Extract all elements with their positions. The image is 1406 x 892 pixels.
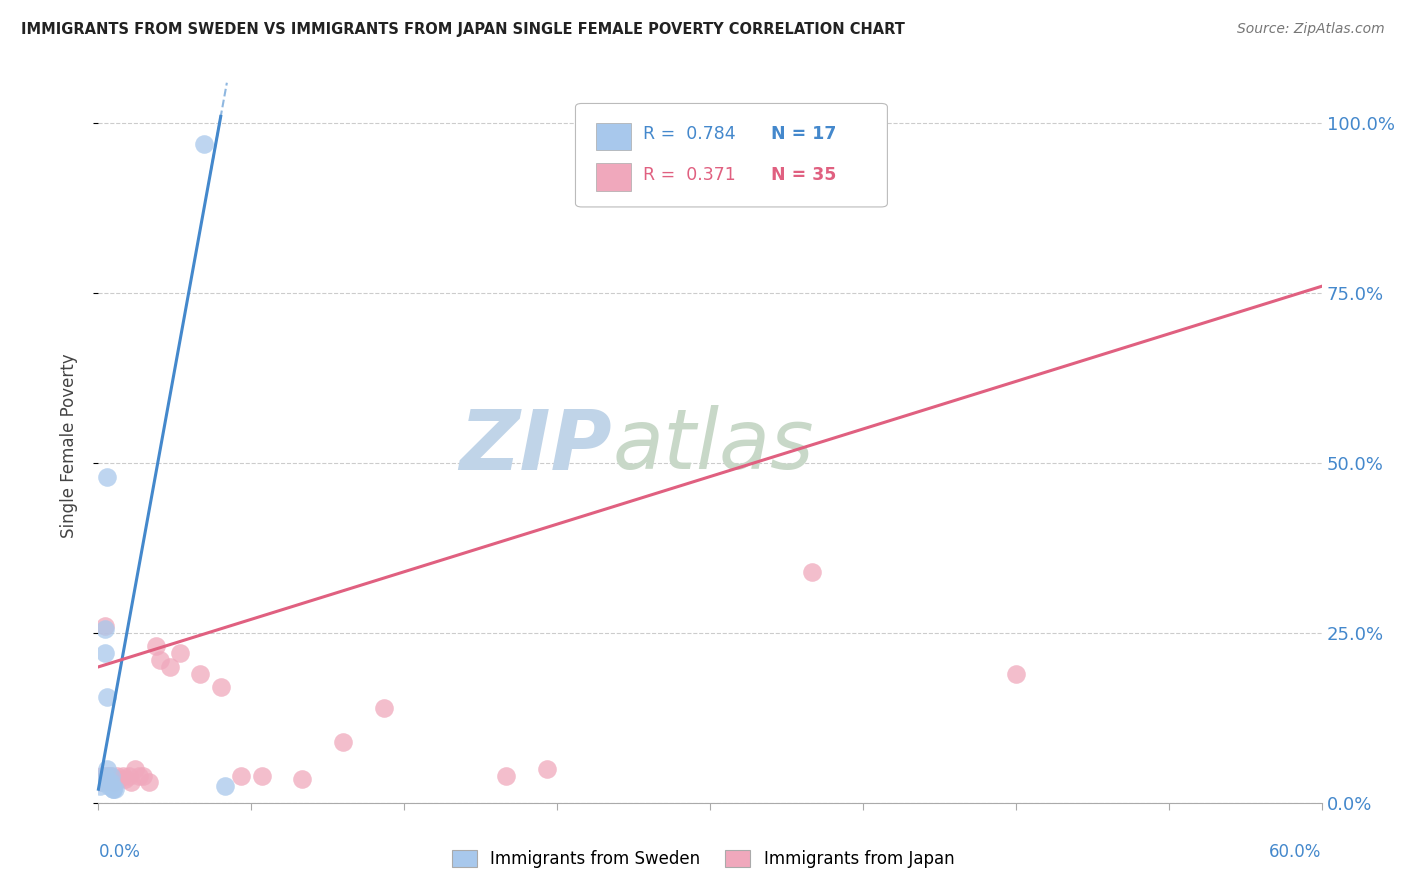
Point xyxy=(132,769,155,783)
Point xyxy=(1004,666,1026,681)
Point xyxy=(214,779,236,793)
Y-axis label: Single Female Poverty: Single Female Poverty xyxy=(59,354,77,538)
Point xyxy=(188,666,212,681)
Text: ZIP: ZIP xyxy=(460,406,612,486)
Point xyxy=(149,653,172,667)
Point xyxy=(96,762,118,776)
Point xyxy=(193,136,215,151)
Point xyxy=(93,646,115,660)
Text: R =  0.371: R = 0.371 xyxy=(643,166,735,184)
Point xyxy=(96,469,118,483)
Text: N = 17: N = 17 xyxy=(772,125,837,143)
Point xyxy=(101,782,124,797)
Text: atlas: atlas xyxy=(612,406,814,486)
Legend: Immigrants from Sweden, Immigrants from Japan: Immigrants from Sweden, Immigrants from … xyxy=(446,843,960,875)
Point xyxy=(100,769,122,783)
Point xyxy=(145,640,167,654)
Point xyxy=(120,775,142,789)
Point xyxy=(91,769,114,783)
Point xyxy=(100,775,122,789)
Point xyxy=(159,660,181,674)
Point xyxy=(101,782,124,797)
Point xyxy=(108,772,131,786)
Point xyxy=(100,769,122,783)
Text: IMMIGRANTS FROM SWEDEN VS IMMIGRANTS FROM JAPAN SINGLE FEMALE POVERTY CORRELATIO: IMMIGRANTS FROM SWEDEN VS IMMIGRANTS FRO… xyxy=(21,22,905,37)
Point xyxy=(536,762,558,776)
Point xyxy=(89,779,111,793)
Point xyxy=(97,769,120,783)
Point xyxy=(250,769,273,783)
Text: N = 35: N = 35 xyxy=(772,166,837,184)
Point xyxy=(96,690,118,705)
FancyBboxPatch shape xyxy=(596,123,630,150)
Point xyxy=(89,775,111,789)
Point xyxy=(105,769,128,783)
Point xyxy=(169,646,191,660)
Text: 0.0%: 0.0% xyxy=(98,843,141,861)
Point xyxy=(118,769,141,783)
Point xyxy=(114,772,136,786)
Point xyxy=(495,769,517,783)
Point xyxy=(332,734,354,748)
Point xyxy=(209,680,232,694)
Point xyxy=(101,775,124,789)
Point xyxy=(373,700,395,714)
Point xyxy=(231,769,253,783)
Point xyxy=(93,619,115,633)
Text: 60.0%: 60.0% xyxy=(1270,843,1322,861)
Point xyxy=(801,565,824,579)
Point xyxy=(93,769,115,783)
Point xyxy=(97,775,120,789)
Point xyxy=(124,762,146,776)
Point xyxy=(96,769,118,783)
Point xyxy=(104,775,127,789)
Point xyxy=(128,769,150,783)
Text: R =  0.784: R = 0.784 xyxy=(643,125,735,143)
Point xyxy=(291,772,314,786)
Point xyxy=(93,623,115,637)
Point xyxy=(104,782,127,797)
Point xyxy=(138,775,160,789)
FancyBboxPatch shape xyxy=(575,103,887,207)
Point xyxy=(91,775,114,789)
FancyBboxPatch shape xyxy=(596,163,630,191)
Point xyxy=(97,779,120,793)
Point xyxy=(93,775,115,789)
Text: Source: ZipAtlas.com: Source: ZipAtlas.com xyxy=(1237,22,1385,37)
Point xyxy=(111,769,134,783)
Point xyxy=(93,772,115,786)
